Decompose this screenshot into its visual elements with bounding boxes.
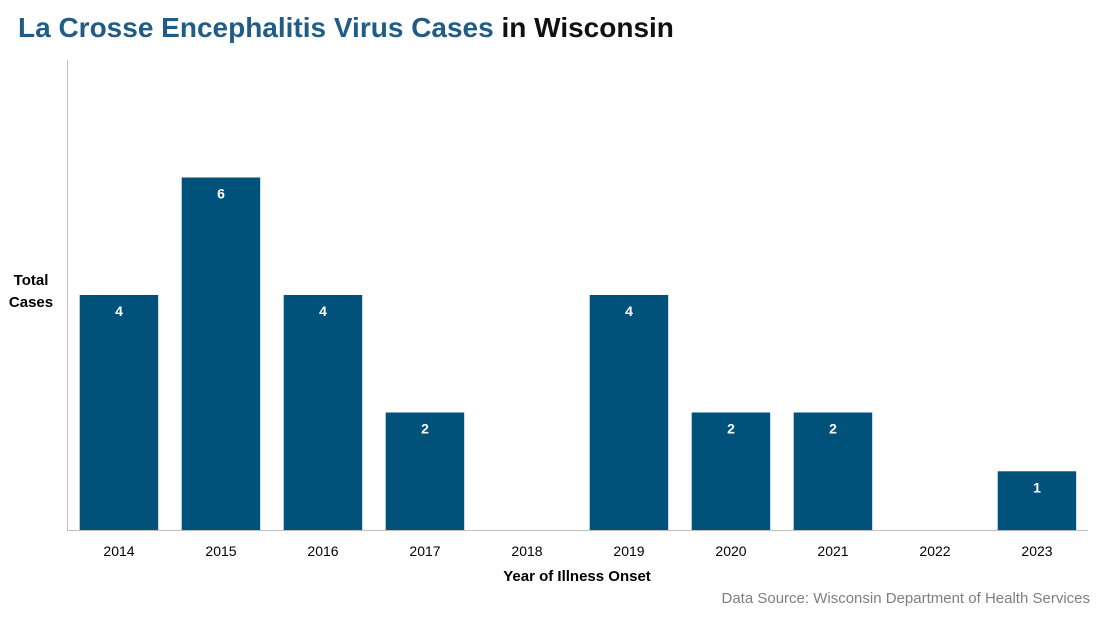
bar-2023 bbox=[997, 471, 1077, 531]
data-label-2017: 2 bbox=[421, 421, 429, 437]
bar-2016 bbox=[283, 295, 363, 530]
bar-series: 4 6 4 2 4 2 2 1 bbox=[79, 177, 1077, 531]
bar-2020 bbox=[691, 412, 771, 530]
bar-2021 bbox=[793, 412, 873, 530]
y-axis-label-line-1: Total bbox=[14, 272, 49, 289]
x-tick-label-2020: 2020 bbox=[715, 543, 746, 559]
chart-title-main: La Crosse Encephalitis Virus Cases bbox=[18, 12, 494, 43]
x-tick-label-2016: 2016 bbox=[307, 543, 338, 559]
x-tick-label-2019: 2019 bbox=[613, 543, 644, 559]
x-tick-label-2018: 2018 bbox=[511, 543, 542, 559]
data-label-2019: 4 bbox=[625, 303, 633, 319]
data-label-2020: 2 bbox=[727, 421, 735, 437]
x-tick-label-2015: 2015 bbox=[205, 543, 236, 559]
bar-2019 bbox=[589, 295, 669, 530]
x-tick-label-2021: 2021 bbox=[817, 543, 848, 559]
x-tick-label-2017: 2017 bbox=[409, 543, 440, 559]
bar-2015 bbox=[181, 177, 261, 530]
data-label-2021: 2 bbox=[829, 421, 837, 437]
data-label-2016: 4 bbox=[319, 303, 327, 319]
x-axis-label: Year of Illness Onset bbox=[503, 568, 651, 585]
data-label-2015: 6 bbox=[217, 186, 225, 202]
data-label-2023: 1 bbox=[1033, 479, 1041, 495]
chart-title: La Crosse Encephalitis Virus Cases in Wi… bbox=[18, 12, 674, 44]
data-source-note: Data Source: Wisconsin Department of Hea… bbox=[721, 590, 1091, 607]
bar-2014 bbox=[79, 295, 159, 530]
data-label-2014: 4 bbox=[115, 303, 123, 319]
x-tick-label-2014: 2014 bbox=[103, 543, 134, 559]
x-tick-labels: 2014 2015 2016 2017 2018 2019 2020 2021 2022 2023 bbox=[103, 543, 1052, 559]
bar-2017 bbox=[385, 412, 465, 530]
x-tick-label-2022: 2022 bbox=[919, 543, 950, 559]
x-tick-label-2023: 2023 bbox=[1021, 543, 1052, 559]
y-axis-label-line-2: Cases bbox=[9, 294, 53, 311]
chart-title-suffix: in Wisconsin bbox=[501, 12, 674, 43]
